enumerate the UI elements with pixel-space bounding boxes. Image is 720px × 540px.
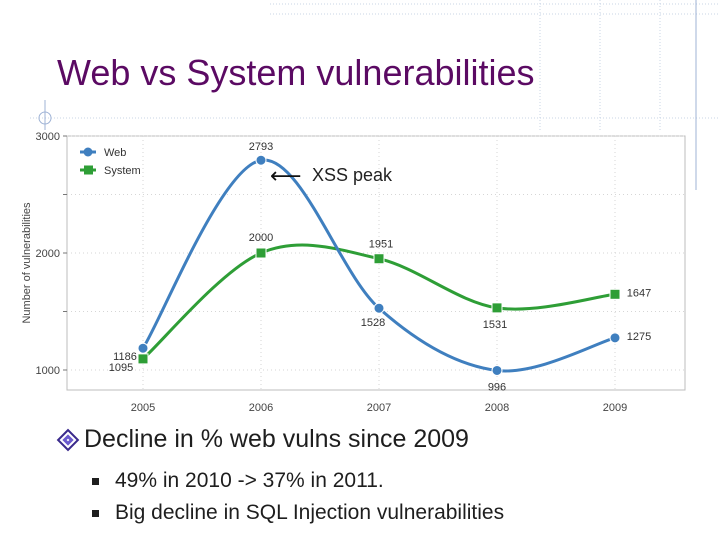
- x-tick-label: 2009: [603, 402, 627, 414]
- square-bullet-icon: [92, 509, 99, 517]
- web-data-point: [255, 154, 267, 166]
- y-tick-label: 2000: [36, 248, 60, 260]
- annotation-text: XSS peak: [312, 165, 393, 185]
- web-data-point: [137, 342, 149, 354]
- sub-bullet-1: 49% in 2010 -> 37% in 2011.: [92, 469, 384, 493]
- diamond-bullet-icon: [56, 428, 80, 451]
- y-tick-label: 3000: [36, 131, 60, 143]
- legend-label: System: [104, 165, 141, 177]
- slide-title: Web vs System vulnerabilities: [57, 52, 535, 93]
- x-tick-label: 2008: [485, 402, 509, 414]
- web-data-label: 1528: [361, 317, 385, 329]
- system-data-point: [609, 288, 621, 300]
- system-data-point: [373, 253, 385, 265]
- web-data-point: [491, 364, 503, 376]
- square-bullet-icon: [92, 477, 99, 485]
- x-tick-label: 2005: [131, 402, 155, 414]
- legend-system-marker: [84, 165, 93, 175]
- main-bullet: Decline in % web vulns since 2009: [56, 425, 469, 454]
- y-tick-label: 1000: [36, 365, 60, 377]
- web-data-label: 996: [488, 381, 506, 393]
- main-bullet-text: Decline in % web vulns since 2009: [84, 425, 469, 453]
- system-data-point: [137, 353, 149, 365]
- legend-web-marker: [83, 147, 93, 157]
- system-data-point: [255, 247, 267, 259]
- web-data-label: 1186: [113, 351, 137, 363]
- web-data-point: [609, 332, 621, 344]
- web-series-line: [141, 158, 616, 373]
- sub-bullet-text: Big decline in SQL Injection vulnerabili…: [115, 501, 505, 524]
- sub-bullet-2: Big decline in SQL Injection vulnerabili…: [92, 501, 504, 525]
- y-axis-title: Number of vulnerabilities: [21, 202, 33, 324]
- system-data-point: [491, 302, 503, 314]
- web-data-label: 1275: [627, 331, 651, 343]
- x-tick-label: 2007: [367, 402, 391, 414]
- system-data-label: 2000: [249, 232, 273, 244]
- sub-bullet-text: 49% in 2010 -> 37% in 2011.: [115, 469, 384, 492]
- web-data-point: [373, 302, 385, 314]
- system-data-label: 1095: [109, 362, 133, 374]
- system-data-label: 1531: [483, 319, 507, 331]
- annotation-arrow-icon: ⟵: [270, 164, 302, 189]
- system-data-label: 1647: [627, 287, 651, 299]
- x-tick-label: 2006: [249, 402, 273, 414]
- system-data-label: 1951: [369, 239, 393, 251]
- web-data-label: 2793: [249, 141, 273, 153]
- legend-label: Web: [104, 147, 126, 159]
